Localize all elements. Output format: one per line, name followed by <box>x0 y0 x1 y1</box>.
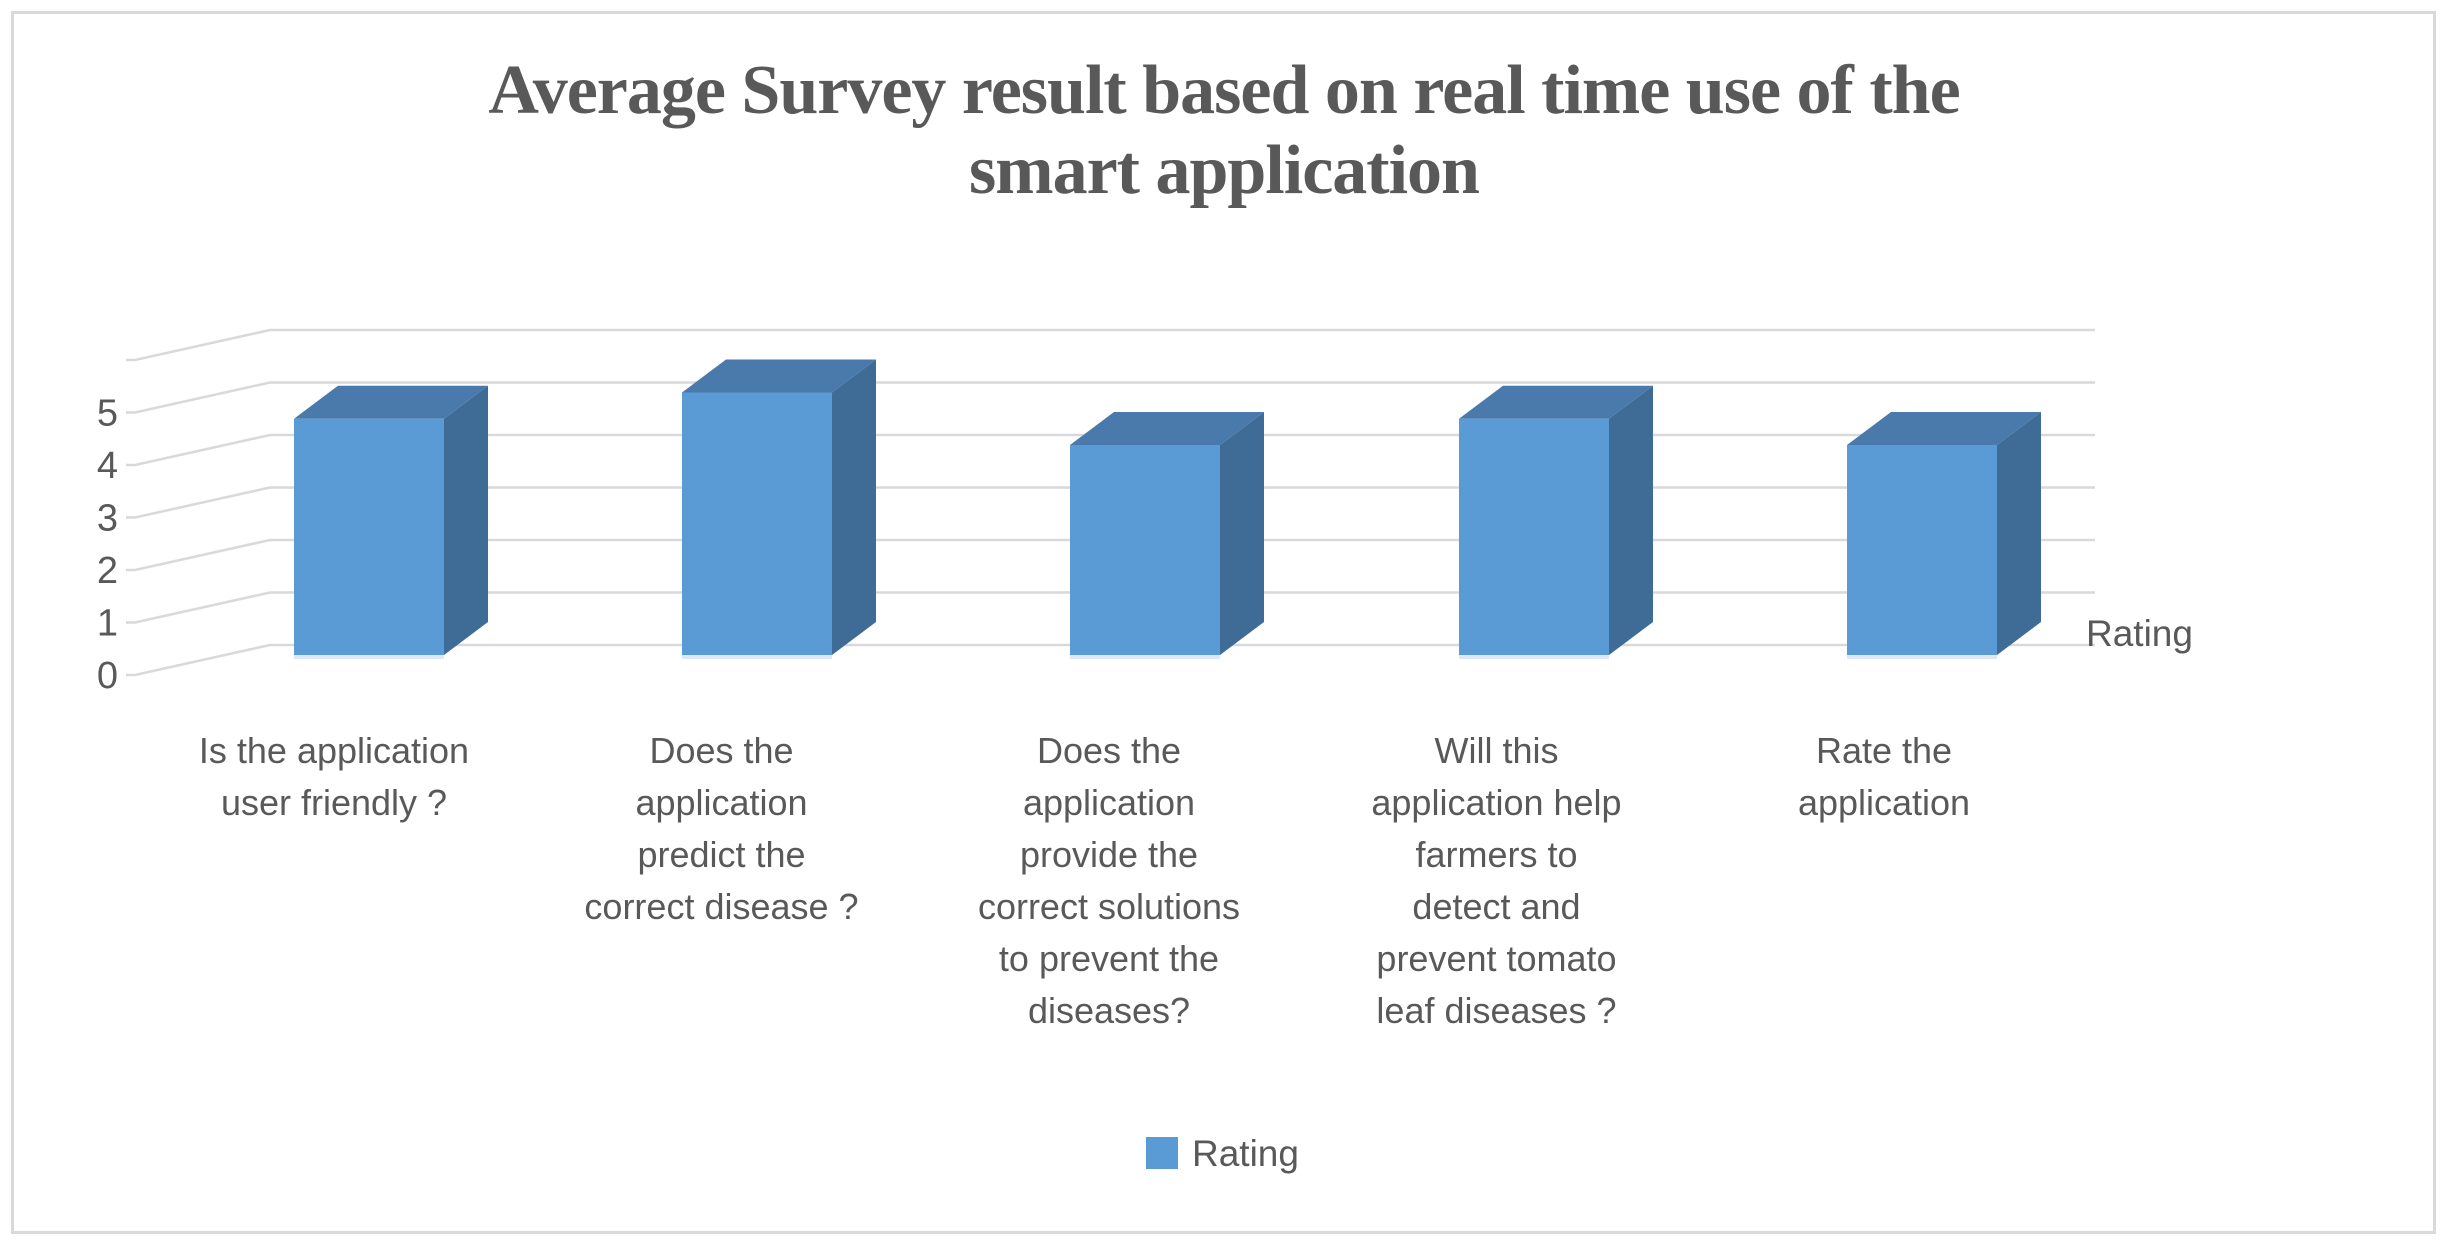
chart-border <box>11 11 2436 1234</box>
gridline-5 <box>126 381 2095 414</box>
bar-4 <box>1847 445 1997 655</box>
value-axis-tick-0: 0 <box>97 655 118 697</box>
bar-2 <box>1070 445 1220 655</box>
category-label-2-line-0: Does the <box>1037 730 1181 771</box>
bar-top-face-1 <box>682 359 876 393</box>
value-axis-tick-2: 2 <box>97 550 118 592</box>
bar-side-face-1 <box>832 359 876 655</box>
bar-1 <box>682 392 832 655</box>
bar-base-highlight-4 <box>1847 655 1997 659</box>
category-label-3-line-0: Will this <box>1435 730 1559 771</box>
category-label-4-line-1: application <box>1798 782 1970 823</box>
bar-side-face-3 <box>1609 385 1653 655</box>
bar-base-highlight-0 <box>294 655 444 659</box>
chart-title-line-2: smart application <box>969 132 1479 209</box>
category-label-4-line-0: Rate the <box>1816 730 1952 771</box>
bar-top-face-2 <box>1070 412 1264 445</box>
legend-label: Rating <box>1192 1133 1299 1174</box>
bar-side-face-2 <box>1220 412 1264 655</box>
category-label-2-line-2: provide the <box>1020 834 1198 875</box>
category-label-3-line-2: farmers to <box>1415 834 1577 875</box>
bar-top-face-3 <box>1459 385 1653 419</box>
bar-base-highlight-1 <box>682 655 832 659</box>
category-label-1-line-3: correct disease ? <box>584 886 858 927</box>
category-label-1-line-1: application <box>635 782 807 823</box>
category-label-0-line-0: Is the application <box>199 730 469 771</box>
category-label-1-line-2: predict the <box>637 834 805 875</box>
bar-top-face-4 <box>1847 412 2041 445</box>
category-label-3-line-5: leaf diseases ? <box>1376 990 1616 1031</box>
chart-title-line-1: Average Survey result based on real time… <box>488 52 1959 129</box>
bar-3 <box>1459 418 1609 655</box>
bar-0 <box>294 418 444 655</box>
category-label-2-line-4: to prevent the <box>999 938 1219 979</box>
bar-side-face-4 <box>1997 412 2041 655</box>
bar-side-face-0 <box>444 385 488 655</box>
category-label-1-line-0: Does the <box>649 730 793 771</box>
category-label-2-line-3: correct solutions <box>978 886 1240 927</box>
value-axis-tick-1: 1 <box>97 603 118 645</box>
category-label-2-line-1: application <box>1023 782 1195 823</box>
bar-base-highlight-2 <box>1070 655 1220 659</box>
wall-top-gridline <box>126 328 2095 362</box>
value-axis-tick-4: 4 <box>97 445 118 487</box>
category-label-0-line-1: user friendly ? <box>221 782 447 823</box>
value-axis-tick-5: 5 <box>97 393 118 435</box>
category-label-3-line-3: detect and <box>1412 886 1580 927</box>
value-axis-tick-3: 3 <box>97 498 118 540</box>
category-label-3-line-1: application help <box>1371 782 1621 823</box>
category-label-2-line-5: diseases? <box>1028 990 1190 1031</box>
bar-top-face-0 <box>294 385 488 419</box>
category-label-3-line-4: prevent tomato <box>1376 938 1616 979</box>
value-axis-title: Rating <box>2086 613 2193 654</box>
bar-base-highlight-3 <box>1459 655 1609 659</box>
legend-swatch <box>1146 1137 1178 1169</box>
